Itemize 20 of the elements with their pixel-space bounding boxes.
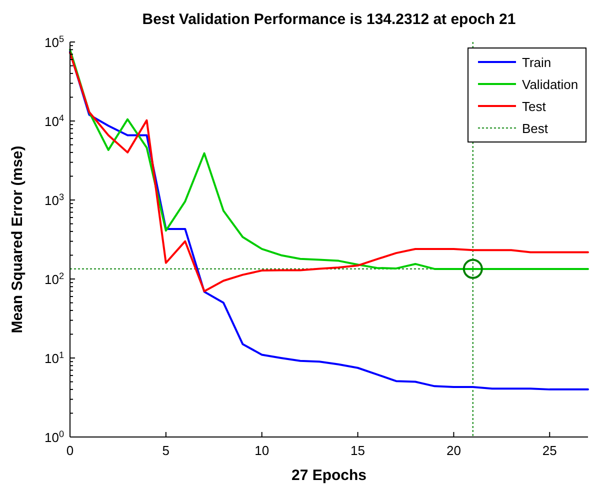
y-tick-label: 10$^{3}$ <box>44 192 64 208</box>
y-axis-title: Mean Squared Error (mse) <box>9 146 26 334</box>
y-tick-label: 10$^{2}$ <box>44 271 64 287</box>
legend-label: Validation <box>522 77 578 92</box>
x-tick-label: 10 <box>254 443 270 458</box>
y-tick-label: 10$^{0}$ <box>44 429 64 445</box>
y-tick-label: 10$^{1}$ <box>44 350 64 366</box>
x-tick-label: 15 <box>350 443 366 458</box>
x-tick-label: 20 <box>446 443 461 458</box>
x-tick-label: 25 <box>542 443 557 458</box>
y-tick-label: 10$^{5}$ <box>44 34 64 50</box>
x-tick-label: 0 <box>66 443 74 458</box>
x-tick-label: 5 <box>162 443 170 458</box>
legend-label: Test <box>522 99 546 114</box>
chart-title: Best Validation Performance is 134.2312 at epoch 21 <box>142 11 516 28</box>
line-series <box>69 50 589 390</box>
legend-label: Train <box>522 55 552 70</box>
x-axis-title: 27 Epochs <box>291 467 367 484</box>
legend-label: Best <box>522 121 548 136</box>
y-tick-label: 10$^{4}$ <box>44 113 64 129</box>
